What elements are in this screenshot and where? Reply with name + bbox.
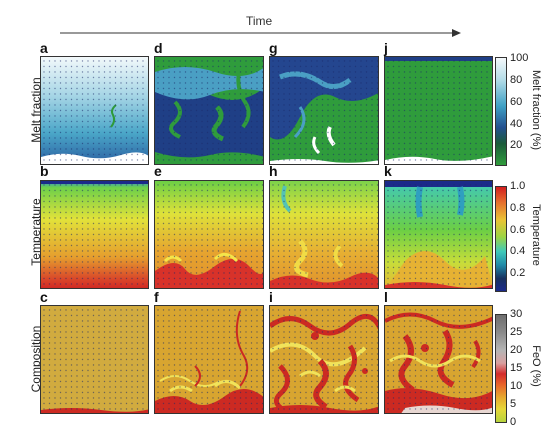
colorbar-temp-title: Temperature	[530, 204, 542, 266]
panel-letter-b: b	[40, 163, 49, 179]
panel-j-melt-fraction	[384, 56, 493, 165]
dots-panel-d	[157, 60, 263, 161]
time-label: Time	[246, 14, 273, 28]
panel-c-composition	[40, 305, 149, 414]
dots-panel-h	[272, 184, 378, 285]
panel-letter-e: e	[154, 163, 162, 179]
dots-panel-l	[387, 309, 488, 410]
panel-letter-i: i	[269, 289, 273, 305]
colorbar-feo-tick-10: 10	[510, 380, 523, 392]
panel-h-temperature	[269, 180, 379, 289]
colorbar-feo-tick-0: 0	[510, 416, 517, 428]
colorbar-feo-tick-30: 30	[510, 308, 523, 320]
panel-l-composition	[384, 305, 493, 414]
panel-letter-k: k	[384, 163, 392, 179]
colorbar-temperature	[495, 186, 507, 292]
dots-panel-b	[43, 184, 144, 285]
colorbar-temp-tick-0-2: 0.2	[510, 267, 526, 279]
dots-panel-g	[272, 60, 378, 161]
dots-panel-k	[387, 184, 488, 285]
panel-e-temperature	[154, 180, 264, 289]
colorbar-melt-tick-20: 20	[510, 139, 523, 151]
panel-letter-d: d	[154, 40, 163, 56]
panel-letter-a: a	[40, 40, 48, 56]
panel-k-temperature	[384, 180, 493, 289]
dots-panel-i	[272, 309, 378, 410]
panel-d-melt-fraction	[154, 56, 264, 165]
panel-g-melt-fraction	[269, 56, 379, 165]
colorbar-temp-tick-0-8: 0.8	[510, 202, 526, 214]
colorbar-melt-tick-80: 80	[510, 74, 523, 86]
colorbar-feo-tick-25: 25	[510, 326, 523, 338]
colorbar-temp-tick-1-0: 1.0	[510, 180, 526, 192]
dots-panel-a	[43, 60, 144, 161]
colorbar-melt-tick-40: 40	[510, 118, 523, 130]
colorbar-temp-tick-0-4: 0.4	[510, 245, 526, 257]
colorbar-melt-tick-60: 60	[510, 96, 523, 108]
panel-i-composition	[269, 305, 379, 414]
panel-letter-h: h	[269, 163, 278, 179]
dots-panel-e	[157, 184, 263, 285]
panel-letter-l: l	[384, 289, 388, 305]
dots-panel-j	[387, 60, 488, 161]
panel-letter-g: g	[269, 40, 278, 56]
colorbar-feo-tick-20: 20	[510, 344, 523, 356]
colorbar-melt-tick-100: 100	[510, 52, 529, 64]
colorbar-melt-fraction	[495, 57, 507, 166]
colorbar-feo-tick-5: 5	[510, 398, 517, 410]
panel-f-composition	[154, 305, 264, 414]
panel-a-melt-fraction	[40, 56, 149, 165]
dots-panel-c	[43, 309, 144, 410]
panel-letter-f: f	[154, 289, 159, 305]
colorbar-feo-title: FeO (%)	[530, 345, 542, 387]
panel-letter-c: c	[40, 289, 48, 305]
panel-b-temperature	[40, 180, 149, 289]
time-arrow	[60, 29, 461, 37]
panel-letter-j: j	[384, 40, 388, 56]
colorbar-feo-tick-15: 15	[510, 362, 523, 374]
dots-panel-f	[157, 309, 263, 410]
colorbar-melt-title: Melt fraction (%)	[530, 69, 542, 151]
colorbar-feo	[495, 314, 507, 423]
colorbar-temp-tick-0-6: 0.6	[510, 224, 526, 236]
